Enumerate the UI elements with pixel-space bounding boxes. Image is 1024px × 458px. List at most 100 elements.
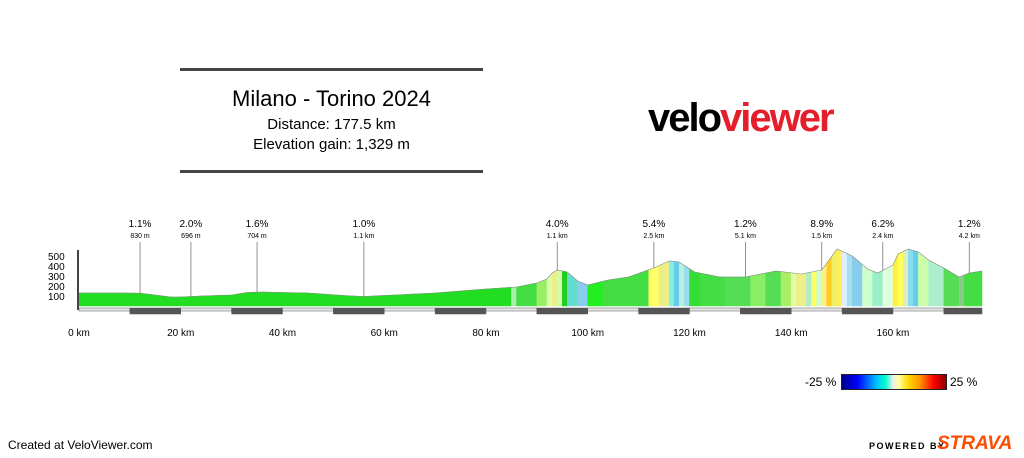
climb-length-label: 2.5 km — [643, 233, 664, 240]
climb-length-label: 5.1 km — [735, 233, 756, 240]
profile-segment — [551, 269, 558, 307]
distance-bar-segment — [587, 307, 639, 312]
y-tick-label: 100 — [48, 292, 65, 303]
profile-segment — [872, 269, 884, 307]
x-tick-label: 40 km — [269, 328, 296, 339]
title-bottom-rule — [180, 170, 483, 173]
profile-segment — [841, 250, 848, 307]
climb-gradient-label: 1.0% — [352, 219, 375, 230]
profile-segment — [689, 268, 700, 307]
climb-gradient-label: 6.2% — [871, 219, 894, 230]
credit-text: Created at VeloViewer.com — [8, 438, 153, 452]
x-tick-label: 160 km — [877, 328, 910, 339]
y-tick-label: 400 — [48, 262, 65, 273]
profile-outline — [79, 248, 983, 298]
distance-bar-segment — [333, 307, 385, 315]
x-tick-label: 100 km — [571, 328, 604, 339]
profile-segment — [846, 253, 853, 307]
distance-bar-segment — [129, 307, 181, 315]
climb-gradient-label: 2.0% — [180, 219, 203, 230]
profile-segment — [562, 270, 568, 307]
profile-segment — [587, 280, 604, 307]
profile-segment — [790, 272, 797, 307]
profile-segment — [567, 271, 578, 307]
profile-segment — [913, 250, 919, 307]
climb-gradient-label: 1.2% — [958, 219, 981, 230]
gradient-color-scale — [841, 374, 947, 390]
profile-segment — [668, 260, 675, 307]
profile-segment — [882, 264, 894, 307]
distance-bar-segment — [790, 307, 843, 312]
profile-segment — [816, 269, 822, 307]
profile-segment — [673, 261, 680, 307]
climb-length-label: 4.2 km — [959, 233, 980, 240]
profile-segment — [963, 270, 983, 307]
x-tick-label: 80 km — [472, 328, 499, 339]
x-tick-label: 140 km — [775, 328, 808, 339]
x-tick-label: 20 km — [167, 328, 194, 339]
profile-segment — [536, 278, 548, 307]
profile-segment — [750, 272, 767, 307]
distance-bar-segment — [638, 307, 690, 315]
distance-bar-segment — [892, 307, 945, 312]
climb-gradient-label: 1.2% — [734, 219, 757, 230]
profile-segment — [648, 265, 660, 307]
veloviewer-logo: veloviewer — [648, 96, 835, 141]
climb-length-label: 1.5 km — [811, 233, 832, 240]
powered-by-text: POWERED BY — [869, 441, 946, 451]
profile-segment — [862, 264, 873, 307]
strava-logo: STRAVA — [937, 433, 1013, 454]
profile-segment — [684, 264, 690, 307]
distance-bar-segment — [841, 307, 894, 315]
profile-segment — [679, 261, 685, 307]
gradient-scale-min-label: -25 % — [805, 375, 837, 389]
profile-segment — [836, 248, 843, 307]
profile-segment — [796, 272, 807, 307]
climb-length-label: 1.1 km — [547, 233, 568, 240]
profile-segment — [831, 248, 838, 307]
climb-length-label: 830 m — [130, 233, 150, 240]
profile-segment — [902, 248, 909, 307]
climb-length-label: 696 m — [181, 233, 201, 240]
profile-segment — [918, 251, 929, 307]
profile-segment — [780, 271, 792, 307]
profile-segment — [892, 253, 899, 307]
profile-segment — [811, 270, 817, 307]
climb-gradient-label: 4.0% — [546, 219, 569, 230]
distance-bar-segment — [689, 307, 741, 312]
profile-segment — [826, 255, 833, 307]
distance-bar-segment — [740, 307, 792, 315]
gradient-scale-max-label: 25 % — [950, 375, 978, 389]
chart-title: Milano - Torino 2024 — [232, 86, 431, 111]
distance-bar-segment — [231, 307, 283, 315]
profile-segment — [511, 286, 517, 307]
x-tick-label: 0 km — [68, 328, 90, 339]
title-top-rule — [180, 68, 483, 71]
profile-segment — [897, 251, 904, 307]
profile-segment — [699, 272, 726, 307]
logo-part-velo: velo — [648, 96, 722, 140]
distance-bar-segment — [282, 307, 334, 312]
profile-segment — [907, 248, 914, 307]
profile-segment — [724, 275, 751, 307]
y-tick-label: 500 — [48, 252, 65, 263]
distance-text: Distance: 177.5 km — [267, 116, 396, 133]
profile-segment — [602, 269, 650, 307]
elevation-gain-text: Elevation gain: 1,329 m — [253, 136, 410, 153]
y-tick-label: 200 — [48, 282, 65, 293]
distance-bar-segment — [383, 307, 436, 312]
x-tick-label: 60 km — [371, 328, 398, 339]
profile-segment — [556, 269, 563, 307]
profile-segment — [806, 271, 812, 307]
climb-length-label: 1.1 km — [353, 233, 374, 240]
profile-segment — [577, 280, 588, 307]
climb-gradient-label: 5.4% — [642, 219, 665, 230]
distance-bar-segment — [434, 307, 487, 315]
x-tick-label: 120 km — [673, 328, 706, 339]
distance-bar-segment — [485, 307, 538, 312]
climb-length-label: 2.4 km — [872, 233, 893, 240]
climb-gradient-label: 1.6% — [246, 219, 269, 230]
distance-bar-segment — [943, 307, 983, 315]
climb-length-label: 704 m — [247, 233, 267, 240]
